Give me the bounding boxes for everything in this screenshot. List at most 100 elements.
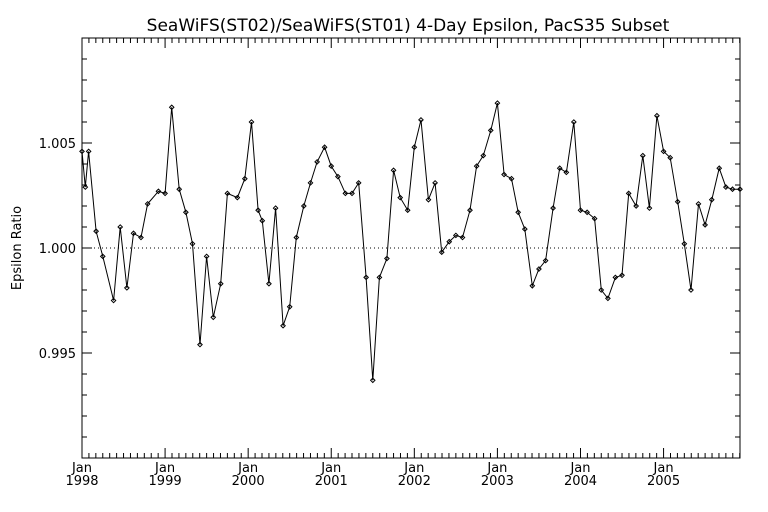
data-point xyxy=(355,179,362,186)
data-point xyxy=(681,240,688,247)
data-point xyxy=(162,190,168,197)
data-point xyxy=(280,322,286,329)
data-point xyxy=(521,226,528,233)
data-point xyxy=(328,163,335,170)
data-point xyxy=(390,167,397,174)
data-point xyxy=(117,224,124,230)
data-point xyxy=(577,207,584,214)
data-point xyxy=(241,175,248,182)
y-axis-label: Epsilon Ratio xyxy=(10,206,25,290)
data-point xyxy=(633,203,640,209)
x-tick-year: 2000 xyxy=(232,474,265,489)
data-point xyxy=(515,209,522,216)
data-point xyxy=(487,127,494,134)
data-point xyxy=(459,234,466,241)
data-point xyxy=(293,234,300,241)
data-point xyxy=(722,184,729,191)
data-point xyxy=(702,221,709,228)
x-tick-year: 2004 xyxy=(564,474,597,489)
x-tick-month: Jan xyxy=(237,461,258,476)
data-point xyxy=(604,295,611,302)
data-point xyxy=(598,287,605,293)
data-point xyxy=(203,253,210,260)
data-point xyxy=(716,165,723,172)
data-point xyxy=(646,205,653,212)
data-point xyxy=(321,144,328,151)
data-point xyxy=(383,255,390,262)
data-point xyxy=(342,190,349,197)
x-tick-month: Jan xyxy=(71,461,92,476)
data-point xyxy=(494,100,501,107)
data-point xyxy=(674,198,681,205)
data-point xyxy=(612,274,619,281)
data-point xyxy=(79,148,85,155)
data-point xyxy=(376,274,383,281)
x-tick-year: 1998 xyxy=(65,474,98,489)
data-point xyxy=(272,205,279,212)
data-point xyxy=(349,190,355,197)
data-point xyxy=(708,196,715,203)
x-tick-month: Jan xyxy=(653,461,674,476)
data-point xyxy=(425,196,432,203)
x-tick-year: 2002 xyxy=(398,474,431,489)
data-point xyxy=(508,175,515,182)
x-tick-month: Jan xyxy=(403,461,424,476)
axis-tick-labels: 0.9951.0001.005Jan1998Jan1999Jan2000Jan2… xyxy=(39,137,680,489)
data-point xyxy=(584,209,591,216)
data-point xyxy=(363,274,370,281)
data-point xyxy=(217,280,224,287)
data-point xyxy=(266,280,272,287)
data-point xyxy=(737,186,743,193)
data-point xyxy=(397,194,404,201)
data-point xyxy=(197,341,203,348)
data-point xyxy=(93,228,100,235)
data-point xyxy=(182,209,189,216)
data-point xyxy=(619,272,625,279)
data-point xyxy=(660,148,667,155)
chart-title: SeaWiFS(ST02)/SeaWiFS(ST01) 4-Day Epsilo… xyxy=(147,16,670,36)
data-point xyxy=(210,314,217,321)
x-tick-year: 1999 xyxy=(149,474,182,489)
data-point xyxy=(259,217,266,224)
data-point xyxy=(542,257,549,264)
data-point xyxy=(411,144,418,151)
x-tick-year: 2001 xyxy=(315,474,348,489)
data-point xyxy=(404,207,411,214)
data-point xyxy=(123,284,130,291)
data-point xyxy=(234,194,241,201)
y-tick-label: 0.995 xyxy=(39,347,76,362)
data-point xyxy=(138,234,144,241)
data-point xyxy=(85,148,92,155)
data-point xyxy=(334,173,341,180)
data-point xyxy=(667,154,674,161)
data-point xyxy=(189,240,196,247)
data-point xyxy=(473,163,480,170)
data-point xyxy=(452,232,459,239)
data-point xyxy=(695,200,702,207)
x-tick-year: 2005 xyxy=(647,474,680,489)
data-point xyxy=(248,119,255,125)
data-point xyxy=(99,253,106,260)
y-tick-label: 1.000 xyxy=(39,242,76,257)
data-points xyxy=(79,100,743,384)
data-point xyxy=(300,203,307,209)
data-point xyxy=(625,190,632,197)
data-point xyxy=(314,158,321,165)
data-point xyxy=(110,297,117,304)
data-point xyxy=(224,190,231,197)
data-point xyxy=(286,303,293,310)
data-point xyxy=(144,200,151,207)
data-point xyxy=(550,205,556,212)
series-line xyxy=(81,102,740,381)
data-point xyxy=(467,207,473,214)
data-point xyxy=(536,266,542,272)
data-point xyxy=(446,238,453,245)
data-point xyxy=(729,186,736,193)
y-tick-label: 1.005 xyxy=(39,137,76,152)
data-point xyxy=(639,152,646,159)
data-point xyxy=(654,112,660,119)
x-tick-year: 2003 xyxy=(481,474,514,489)
data-point xyxy=(168,104,175,111)
data-point xyxy=(480,152,487,159)
data-point xyxy=(570,119,577,125)
